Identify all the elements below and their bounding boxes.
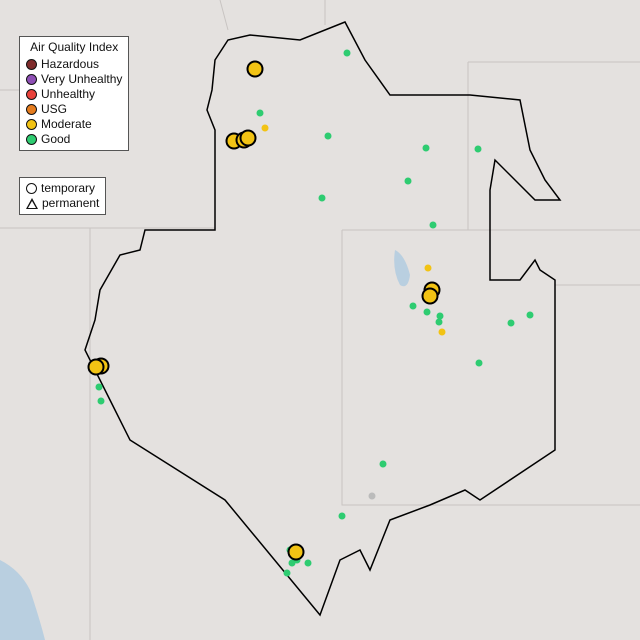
color-swatch-icon [26, 134, 37, 145]
circle-icon [26, 183, 37, 194]
monitor-moderate[interactable] [438, 328, 446, 336]
monitor-good[interactable] [379, 460, 387, 468]
monitor-good[interactable] [97, 397, 105, 405]
monitor-good[interactable] [474, 145, 482, 153]
temporary-monitor-moderate[interactable] [421, 287, 439, 305]
monitor-good[interactable] [404, 177, 412, 185]
legend-good: Good [26, 132, 122, 147]
legend-moderate: Moderate [26, 117, 122, 132]
monitor-good[interactable] [343, 49, 351, 57]
monitor-good[interactable] [304, 559, 312, 567]
color-swatch-icon [26, 104, 37, 115]
legend-permanent: permanent [26, 196, 99, 211]
monitor-good[interactable] [435, 318, 443, 326]
color-swatch-icon [26, 119, 37, 130]
monitor-no-data[interactable] [368, 492, 376, 500]
monitor-good[interactable] [324, 132, 332, 140]
monitor-good[interactable] [256, 109, 264, 117]
temporary-monitor-moderate[interactable] [239, 129, 257, 147]
markers [87, 49, 534, 577]
monitor-good[interactable] [423, 308, 431, 316]
monitor-moderate[interactable] [261, 124, 269, 132]
legend-hazardous: Hazardous [26, 57, 122, 72]
monitor-good[interactable] [526, 311, 534, 319]
color-swatch-icon [26, 89, 37, 100]
monitor-good[interactable] [436, 312, 444, 320]
aqi-legend: Air Quality Index Hazardous Very Unhealth… [19, 36, 130, 151]
monitor-good[interactable] [288, 559, 296, 567]
type-legend: temporary permanent [19, 177, 107, 215]
monitor-moderate[interactable] [424, 264, 432, 272]
monitor-good[interactable] [507, 319, 515, 327]
monitor-good[interactable] [422, 144, 430, 152]
monitor-good[interactable] [409, 302, 417, 310]
temporary-monitor-moderate[interactable] [246, 60, 264, 78]
legend-usg: USG [26, 102, 122, 117]
temporary-monitor-moderate[interactable] [87, 358, 105, 376]
legend-unhealthy: Unhealthy [26, 87, 122, 102]
triangle-icon [26, 198, 38, 209]
monitor-good[interactable] [475, 359, 483, 367]
monitor-good[interactable] [318, 194, 326, 202]
ocean [0, 560, 45, 640]
monitor-good[interactable] [95, 383, 103, 391]
aqi-legend-title: Air Quality Index [30, 40, 119, 54]
legend-very-unhealthy: Very Unhealthy [26, 72, 122, 87]
temporary-monitor-moderate[interactable] [287, 543, 305, 561]
region-boundary [84, 21, 562, 617]
monitor-good[interactable] [338, 512, 346, 520]
legend-temporary: temporary [26, 181, 99, 196]
color-swatch-icon [26, 74, 37, 85]
monitor-good[interactable] [429, 221, 437, 229]
lake-great-salt [394, 250, 410, 287]
color-swatch-icon [26, 59, 37, 70]
monitor-good[interactable] [283, 569, 291, 577]
